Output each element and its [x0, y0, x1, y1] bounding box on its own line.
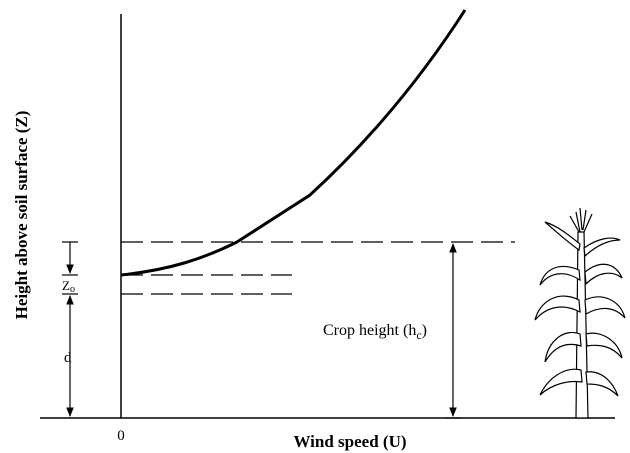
crop-height-label: Crop height (hc) [323, 322, 427, 342]
z0-sub: o [70, 284, 75, 295]
y-axis-label: Height above soil surface (Z) [12, 111, 31, 320]
crop-height-sub: c [416, 328, 421, 342]
z0-text: Z [62, 278, 70, 293]
crop-height-text: Crop height (h [323, 322, 416, 339]
crop-height-close: ) [422, 322, 427, 339]
z0-label: Zo [62, 278, 75, 295]
wind-profile-curve [120, 9, 467, 277]
origin-label: 0 [117, 428, 125, 444]
d-label: d [64, 350, 72, 366]
x-axis-label: Wind speed (U) [293, 432, 406, 451]
corn-plant [534, 207, 626, 419]
